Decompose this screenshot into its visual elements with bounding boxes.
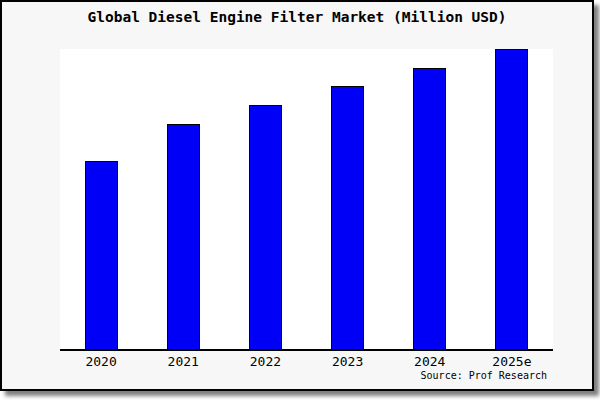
plot-area <box>60 49 553 351</box>
source-note: Source: Prof Research <box>421 370 547 381</box>
x-tick-label-2025e: 2025e <box>492 354 531 369</box>
chart-title: Global Diesel Engine Filter Market (Mill… <box>2 9 592 25</box>
x-tick-label-2020: 2020 <box>85 354 116 369</box>
bar-2023 <box>331 86 364 349</box>
bar-2024 <box>413 68 446 349</box>
bar-2025e <box>495 49 528 349</box>
x-tick-label-2022: 2022 <box>250 354 281 369</box>
bar-2020 <box>85 161 118 349</box>
bar-2022 <box>249 105 282 349</box>
x-tick-label-2023: 2023 <box>332 354 363 369</box>
bar-2021 <box>167 124 200 349</box>
chart-frame: Global Diesel Engine Filter Market (Mill… <box>0 0 594 391</box>
x-tick-label-2021: 2021 <box>168 354 199 369</box>
x-tick-label-2024: 2024 <box>414 354 445 369</box>
